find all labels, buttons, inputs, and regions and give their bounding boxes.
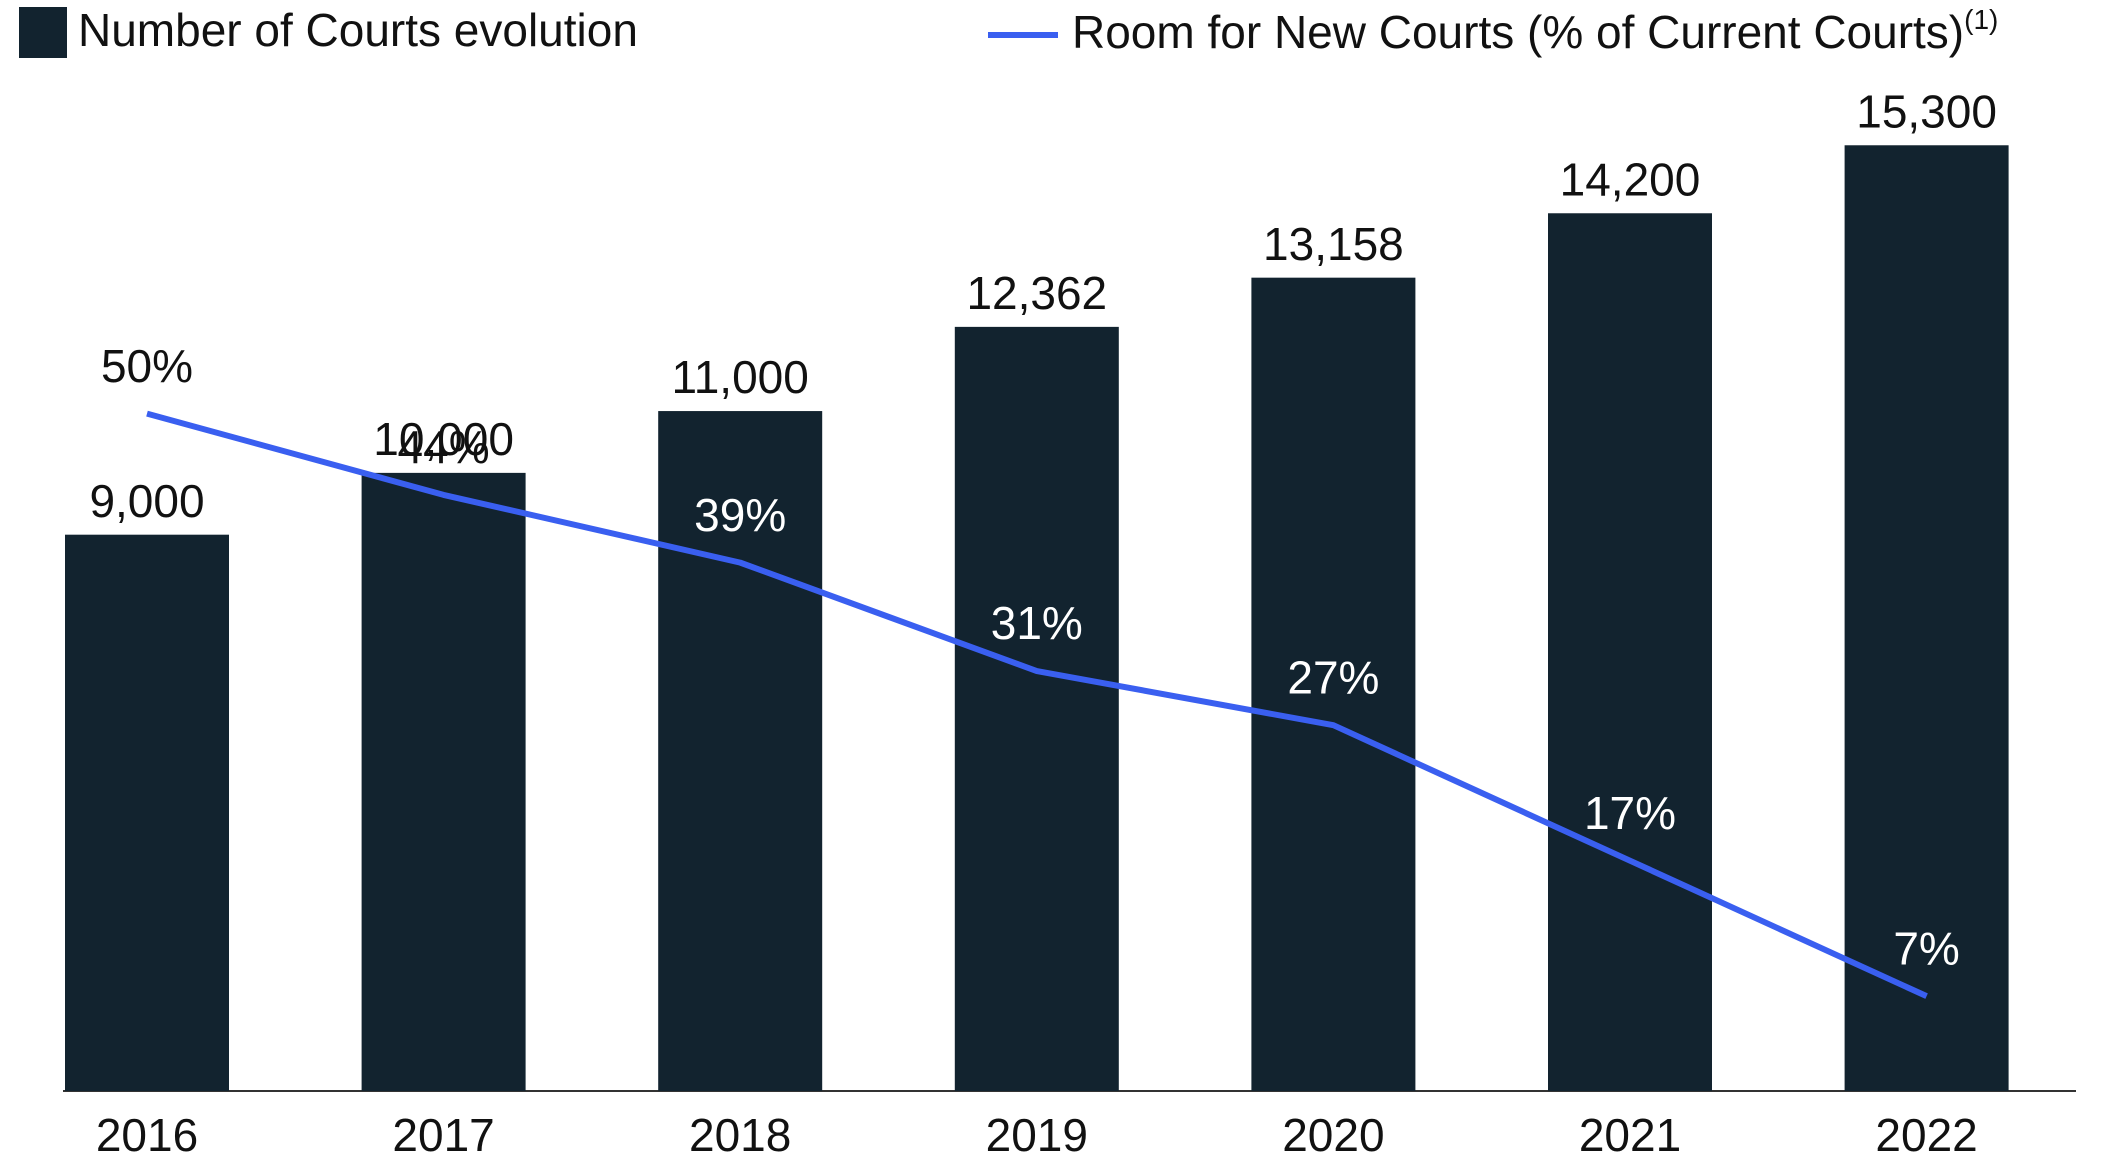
- bar-value-label: 15,300: [1856, 85, 1997, 137]
- x-tick-label: 2021: [1579, 1109, 1681, 1161]
- bar: [361, 472, 526, 1091]
- line-value-label: 31%: [991, 597, 1083, 649]
- line-value-label: 27%: [1287, 651, 1379, 703]
- legend-label-bar: Number of Courts evolution: [78, 4, 638, 56]
- bar-value-label: 13,158: [1263, 218, 1404, 270]
- bar-value-label: 10,000: [373, 413, 514, 465]
- bar: [65, 534, 229, 1091]
- x-tick-label: 2022: [1875, 1109, 1977, 1161]
- x-tick-label: 2018: [689, 1109, 791, 1161]
- line-value-label: 44%: [398, 421, 490, 473]
- legend-footnote: (1): [1964, 4, 1998, 35]
- x-tick-label: 2016: [96, 1109, 198, 1161]
- bar: [658, 411, 823, 1091]
- bar: [1251, 277, 1416, 1091]
- bar: [1844, 145, 2009, 1092]
- bar: [954, 326, 1119, 1091]
- line: [146, 410, 1928, 999]
- bar-value-label: 11,000: [672, 351, 809, 403]
- line-value-label: 7%: [1893, 922, 1959, 974]
- bar-value-label: 9,000: [89, 475, 204, 527]
- line-value-label: 17%: [1584, 787, 1676, 839]
- line-value-label: 50%: [101, 340, 193, 392]
- bar-value-label: 14,200: [1560, 153, 1701, 205]
- line-value-label: 39%: [694, 489, 786, 541]
- bar-value-label: 12,362: [966, 267, 1107, 319]
- legend-label-line-text: Room for New Courts (% of Current Courts…: [1072, 6, 1964, 58]
- x-tick-label: 2019: [986, 1109, 1088, 1161]
- legend-swatch-bar: [19, 7, 67, 58]
- x-tick-label: 2020: [1282, 1109, 1384, 1161]
- x-tick-label: 2017: [392, 1109, 494, 1161]
- bar: [1548, 213, 1712, 1091]
- legend-label-line: Room for New Courts (% of Current Courts…: [1072, 4, 1998, 58]
